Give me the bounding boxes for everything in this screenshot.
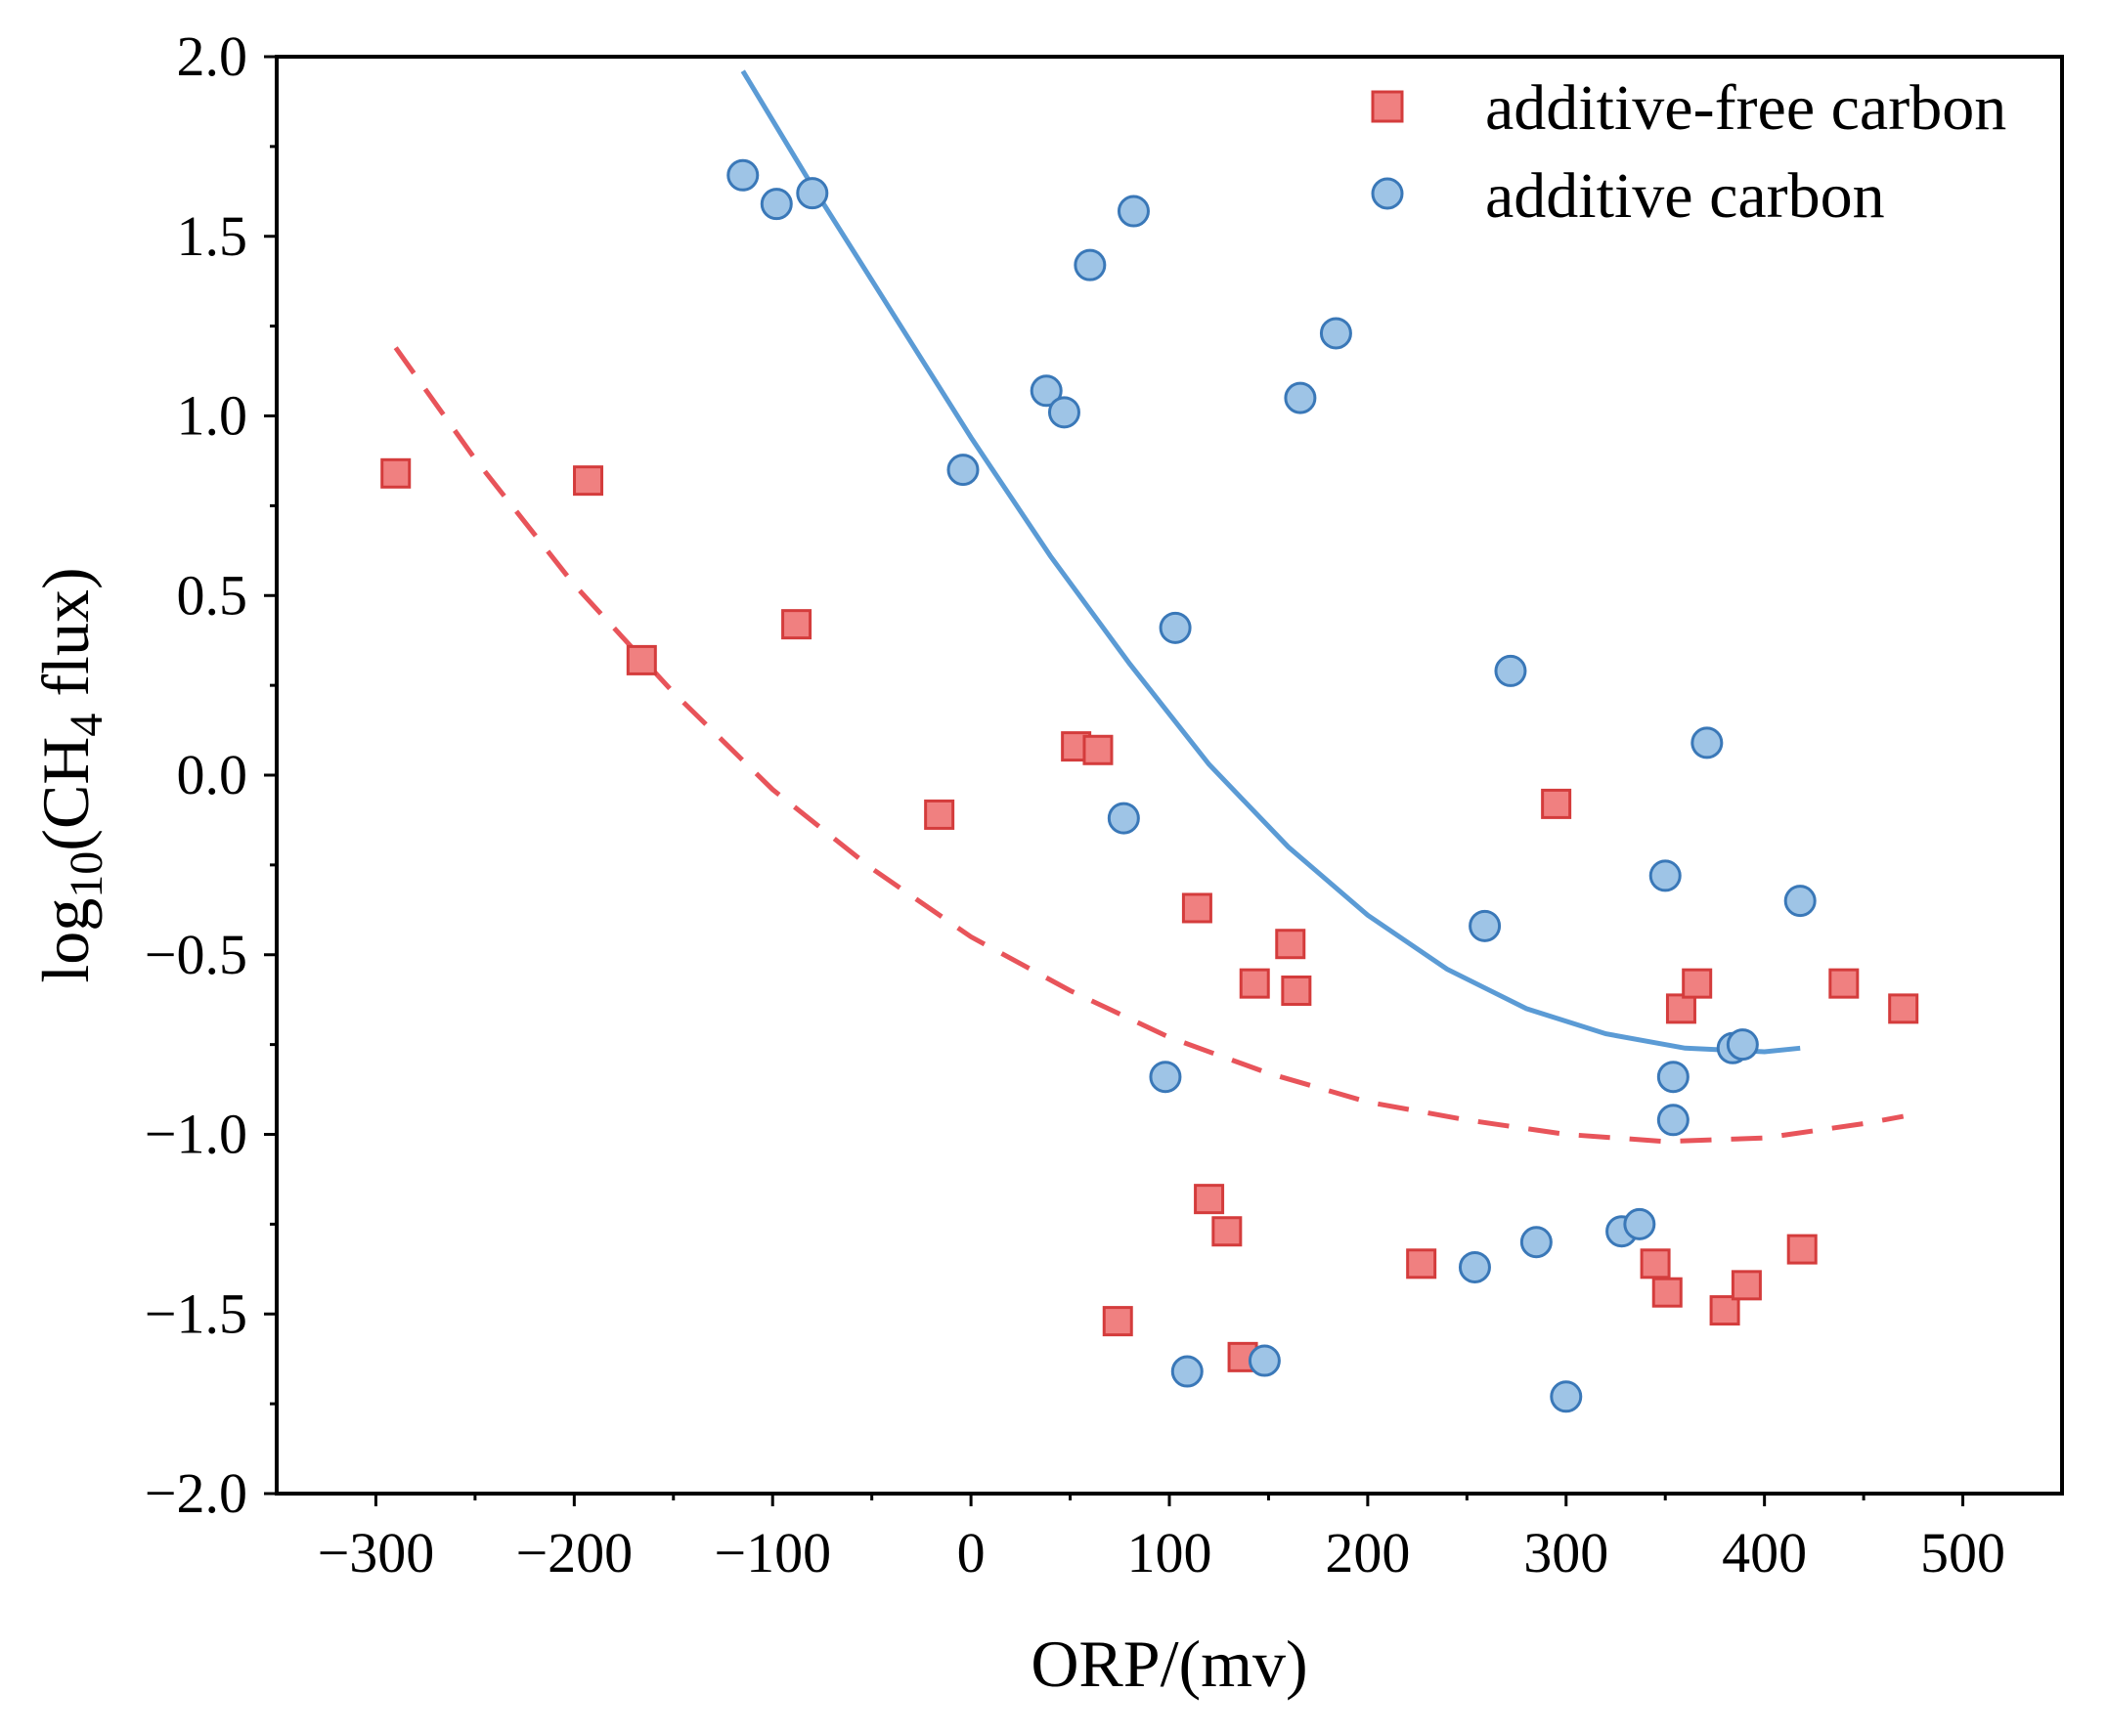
fit-curve-circle — [740, 69, 1801, 1055]
x-axis-title: ORP/(mv) — [1031, 1627, 1307, 1701]
y-tick-label: 0.0 — [177, 743, 248, 806]
point-additive-free-carbon — [1194, 1184, 1225, 1215]
point-additive-carbon — [1783, 885, 1817, 918]
x-tick-label: 400 — [1722, 1521, 1807, 1584]
point-additive-free-carbon — [1665, 993, 1696, 1024]
point-additive-carbon — [1248, 1344, 1281, 1377]
point-additive-free-carbon — [1541, 788, 1572, 819]
point-additive-free-carbon — [1181, 892, 1212, 924]
point-additive-carbon — [1623, 1207, 1656, 1240]
point-additive-free-carbon — [1709, 1295, 1740, 1326]
point-additive-carbon — [1159, 611, 1192, 644]
y-tick-label: −0.5 — [145, 923, 247, 986]
point-additive-carbon — [1170, 1355, 1204, 1388]
point-additive-free-carbon — [924, 799, 955, 830]
point-additive-carbon — [1656, 1061, 1690, 1094]
point-additive-free-carbon — [573, 465, 604, 497]
legend: additive-free carbon additive carbon — [1371, 72, 2006, 232]
point-additive-carbon — [796, 177, 829, 210]
point-additive-carbon — [1519, 1226, 1553, 1259]
point-additive-free-carbon — [1731, 1270, 1762, 1301]
point-additive-carbon — [1494, 654, 1527, 687]
y-tick-label: 2.0 — [177, 24, 248, 88]
point-additive-carbon — [1149, 1061, 1182, 1094]
point-additive-free-carbon — [1682, 968, 1713, 999]
fit-curves — [393, 69, 1905, 1145]
point-additive-free-carbon — [1828, 968, 1860, 999]
y-tick-label: 1.5 — [177, 204, 248, 268]
point-additive-free-carbon — [1082, 734, 1114, 765]
x-tick-label: 100 — [1127, 1521, 1212, 1584]
x-tick-label: 500 — [1920, 1521, 2005, 1584]
legend-marker-additive-free-carbon — [1371, 90, 1404, 123]
fit-curve-square — [393, 346, 1905, 1145]
x-tick-label: 200 — [1325, 1521, 1410, 1584]
y-tick-label: −1.0 — [145, 1103, 247, 1166]
point-additive-carbon — [1107, 802, 1140, 835]
axis-ticks: −300 −200 −100 0 100 200 300 400 500 2.0 1.5 1.0 0.5… — [145, 24, 2005, 1584]
point-additive-carbon — [1284, 381, 1317, 414]
point-additive-free-carbon — [1102, 1306, 1133, 1337]
point-additive-free-carbon — [1281, 976, 1312, 1006]
point-additive-free-carbon — [1211, 1216, 1243, 1247]
point-additive-free-carbon — [1275, 929, 1306, 960]
point-additive-free-carbon — [781, 609, 812, 640]
x-tick-label: −300 — [318, 1521, 435, 1584]
plot-frame — [275, 55, 2064, 1496]
legend-label-additive-free-carbon: additive-free carbon — [1485, 72, 2006, 144]
point-additive-free-carbon — [380, 457, 412, 489]
y-tick-label: 1.0 — [177, 384, 248, 448]
point-additive-free-carbon — [626, 644, 657, 675]
point-additive-carbon — [760, 188, 793, 221]
point-additive-free-carbon — [1406, 1248, 1437, 1280]
x-tick-label: −100 — [714, 1521, 831, 1584]
point-additive-carbon — [1047, 396, 1080, 429]
x-tick-label: 300 — [1523, 1521, 1608, 1584]
point-additive-carbon — [1074, 248, 1107, 282]
point-additive-carbon — [1726, 1028, 1759, 1062]
point-additive-carbon — [1030, 374, 1063, 408]
point-additive-carbon — [1656, 1104, 1690, 1137]
point-additive-carbon — [946, 454, 980, 487]
y-tick-label: 0.5 — [177, 563, 248, 627]
point-additive-carbon — [1550, 1380, 1583, 1413]
point-additive-carbon — [1690, 726, 1724, 760]
legend-label-additive-carbon: additive carbon — [1485, 160, 1885, 232]
point-additive-free-carbon — [1640, 1248, 1671, 1280]
point-additive-free-carbon — [1651, 1277, 1683, 1308]
y-axis-title: log10(CH4 flux) — [28, 567, 112, 982]
point-additive-carbon — [1319, 317, 1352, 350]
point-additive-free-carbon — [1888, 993, 1919, 1024]
point-additive-carbon — [1469, 909, 1502, 942]
point-additive-carbon — [1117, 195, 1150, 228]
x-tick-label: 0 — [957, 1521, 986, 1584]
point-additive-carbon — [1458, 1250, 1491, 1283]
x-tick-label: −200 — [515, 1521, 633, 1584]
legend-marker-additive-carbon — [1371, 177, 1404, 210]
point-additive-free-carbon — [1239, 968, 1270, 999]
data-points — [380, 158, 1919, 1413]
point-additive-carbon — [1648, 859, 1682, 892]
y-tick-label: −2.0 — [145, 1461, 247, 1525]
y-tick-label: −1.5 — [145, 1281, 247, 1345]
point-additive-free-carbon — [1786, 1234, 1818, 1265]
point-additive-carbon — [726, 158, 760, 192]
